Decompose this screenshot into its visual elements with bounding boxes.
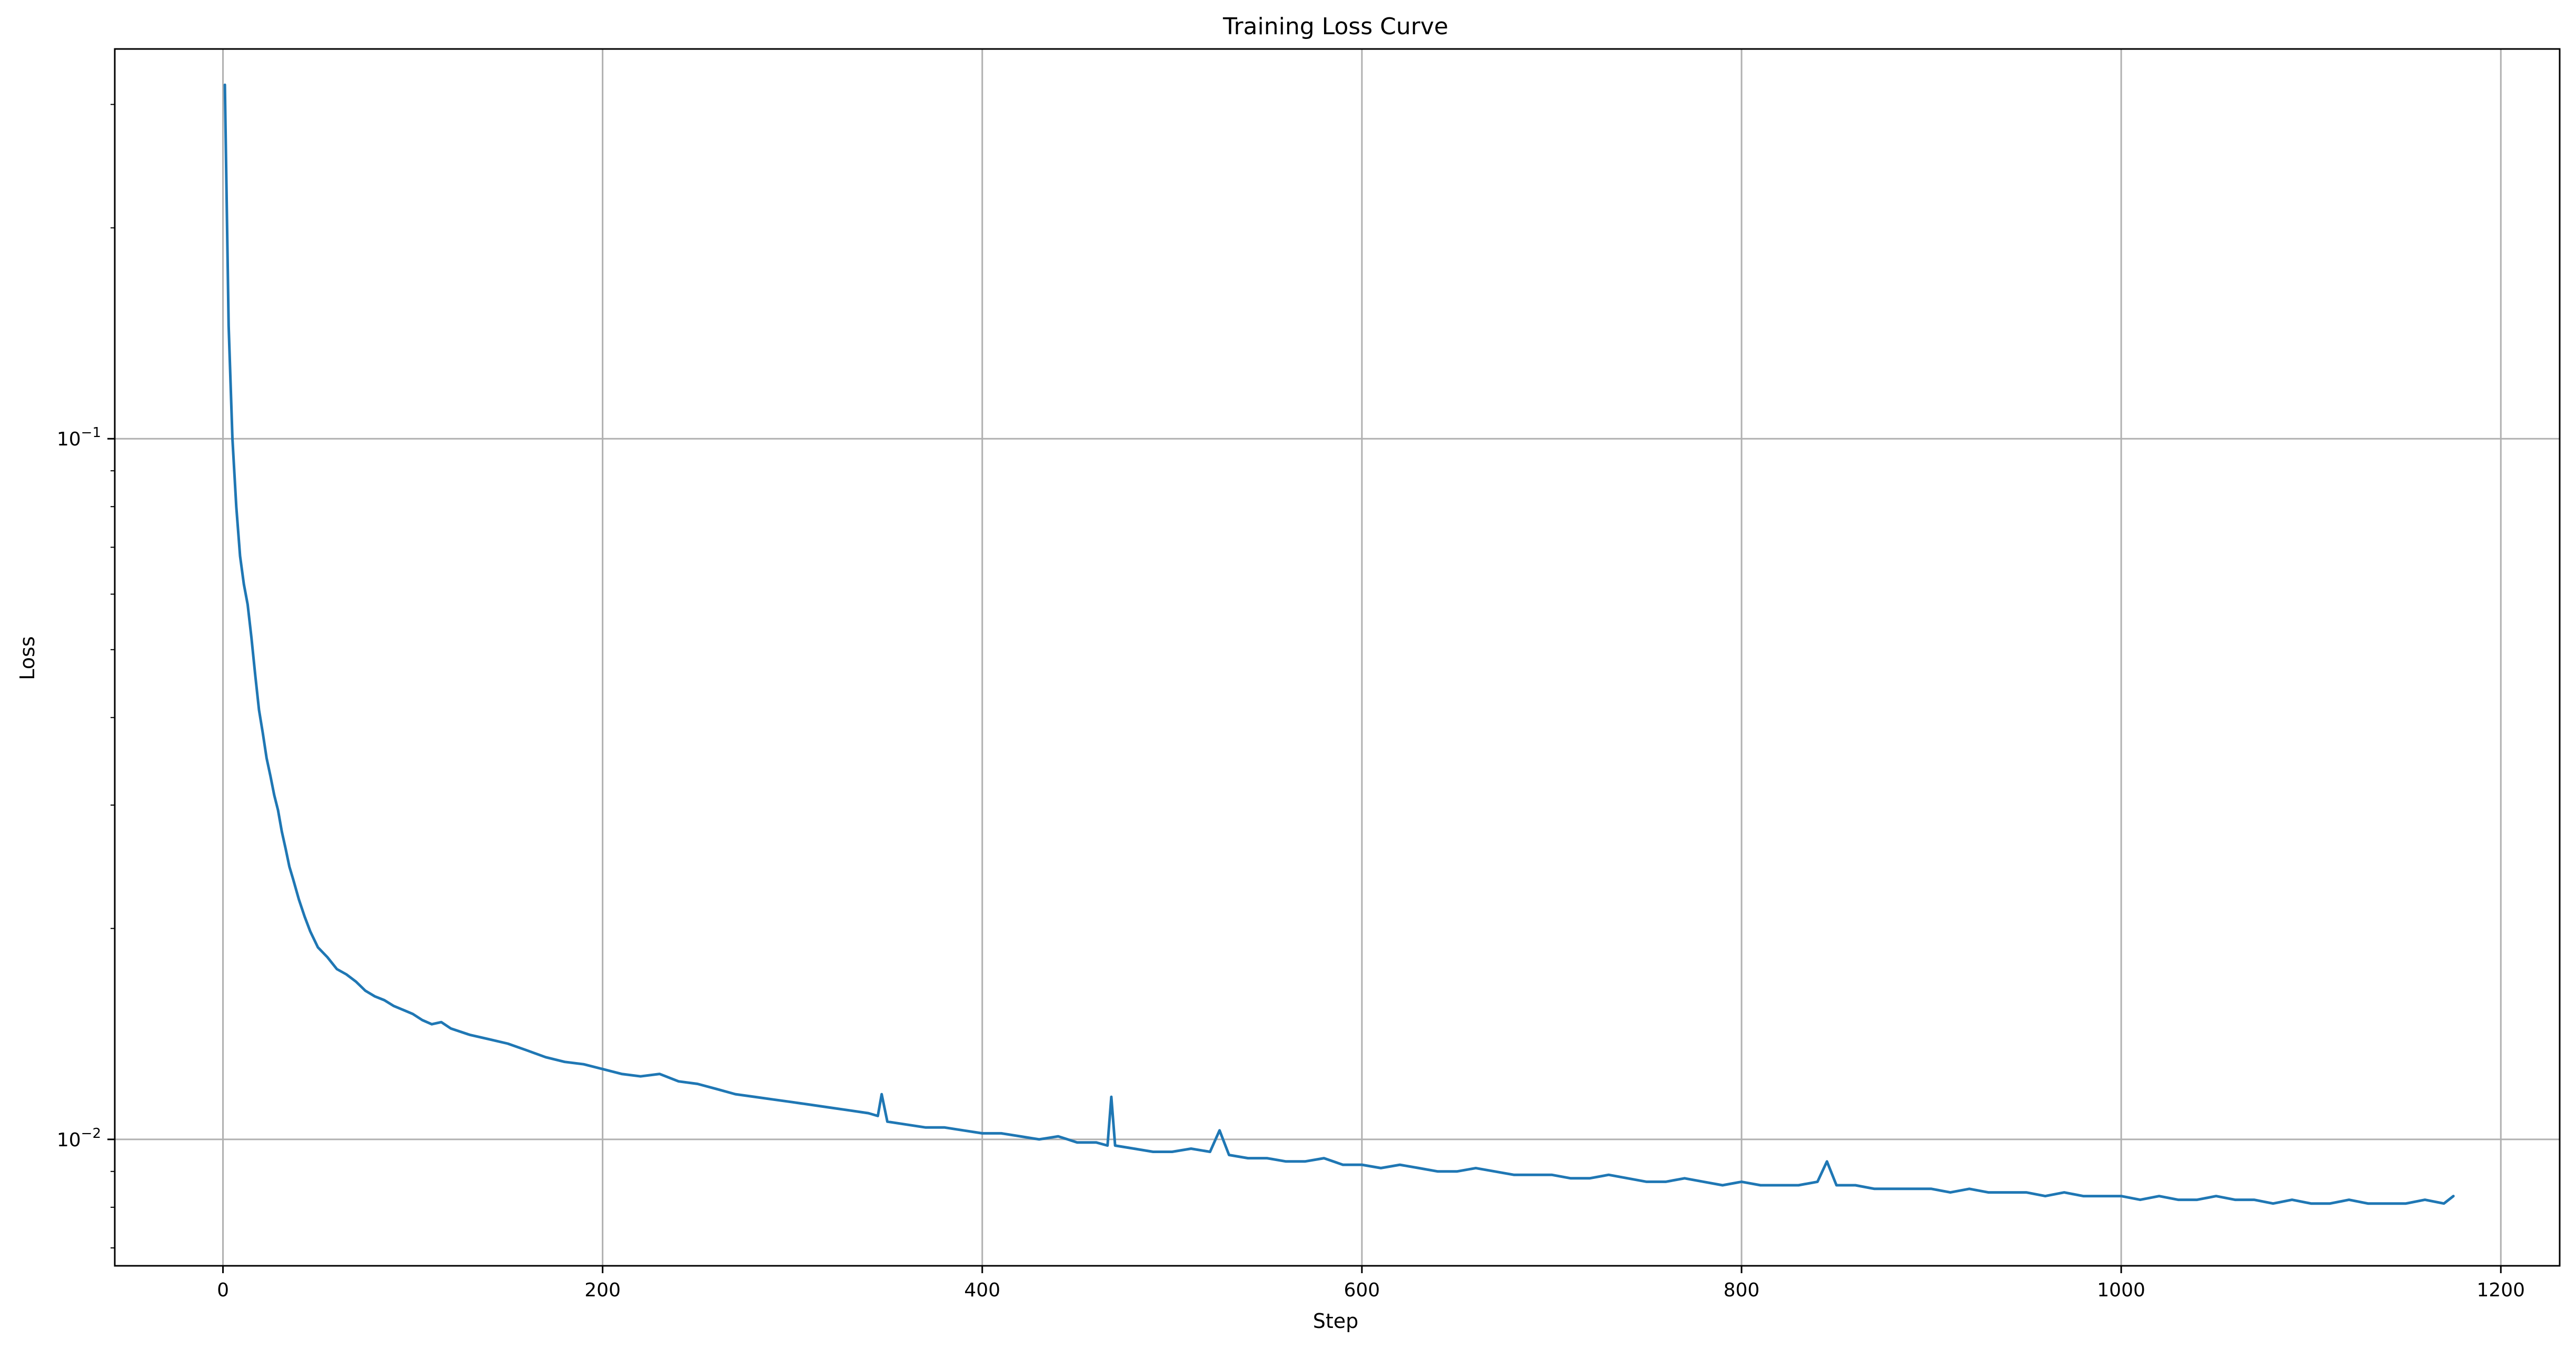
x-tick-label: 800 xyxy=(1724,1279,1760,1301)
axis-ticks: 0 200 400 600 800 1000 1200 10−1 10−2 xyxy=(57,104,2525,1301)
plot-frame xyxy=(114,48,2561,1267)
x-tick-label: 200 xyxy=(584,1279,621,1301)
y-tick-label: 10−2 xyxy=(57,1126,101,1151)
series-layer xyxy=(223,83,2455,1205)
x-tick-label: 1200 xyxy=(2476,1279,2525,1301)
x-tick-label: 0 xyxy=(217,1279,229,1301)
grid-lines xyxy=(115,49,2560,1266)
loss-series-line xyxy=(223,83,2455,1205)
x-tick-label: 1000 xyxy=(2097,1279,2145,1301)
y-tick-label: 10−1 xyxy=(57,425,101,450)
chart-title: Training Loss Curve xyxy=(1222,13,1448,40)
x-tick-label: 400 xyxy=(964,1279,1000,1301)
x-tick-label: 600 xyxy=(1344,1279,1380,1301)
x-axis-label: Step xyxy=(1313,1310,1359,1333)
y-axis-label: Loss xyxy=(16,636,39,680)
